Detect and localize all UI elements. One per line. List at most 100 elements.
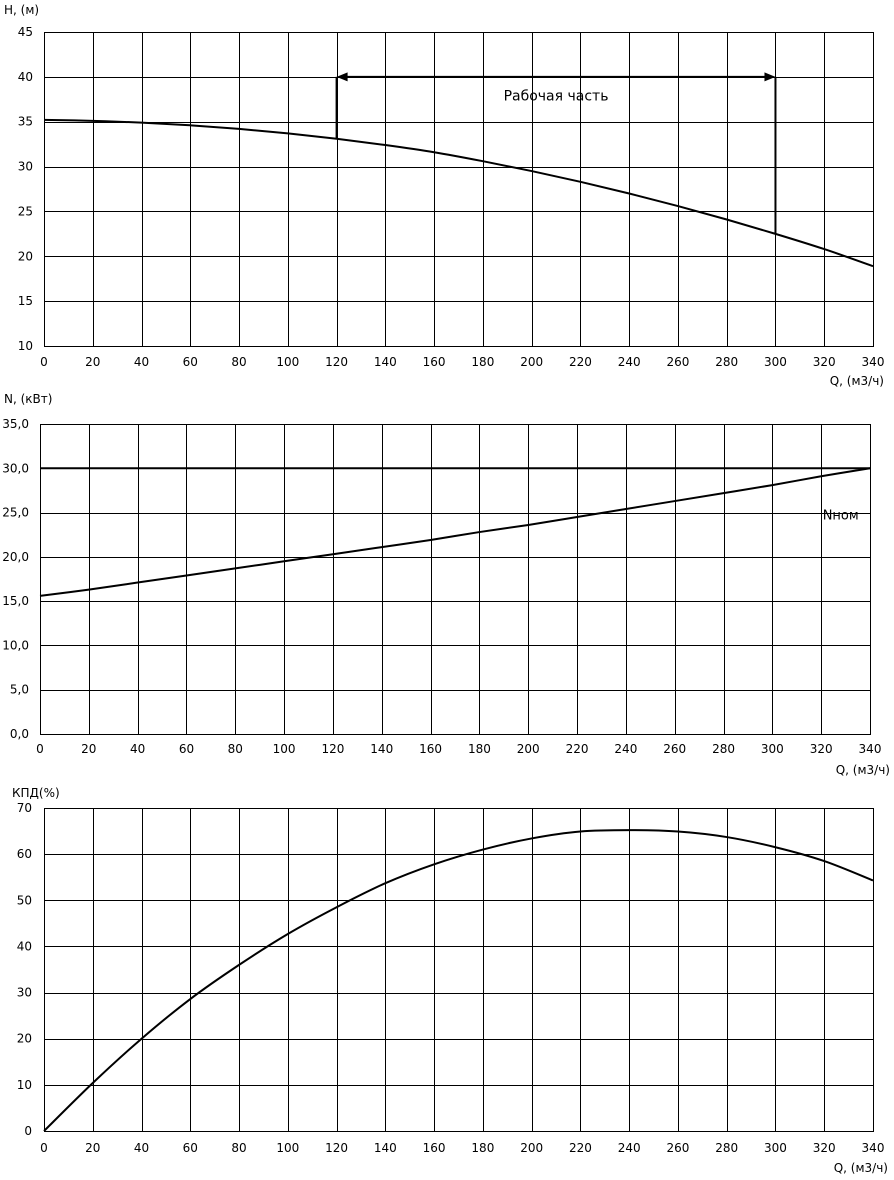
power-y-tick-label: 25,0 bbox=[2, 506, 29, 520]
efficiency-y-tick-label: 30 bbox=[17, 986, 32, 1000]
head-x-tick-label: 100 bbox=[276, 355, 299, 369]
efficiency-x-tick-label: 260 bbox=[666, 1141, 689, 1155]
head-x-axis-label: Q, (м3/ч) bbox=[830, 374, 884, 388]
efficiency-x-tick-label: 0 bbox=[40, 1141, 48, 1155]
head-x-tick-label: 240 bbox=[618, 355, 641, 369]
power-x-tick-label: 20 bbox=[81, 742, 96, 756]
power-x-axis-label: Q, (м3/ч) bbox=[836, 763, 890, 777]
nominal-power-label-background bbox=[816, 505, 865, 526]
efficiency-y-tick-label: 50 bbox=[17, 893, 32, 907]
head-x-tick-label: 0 bbox=[40, 355, 48, 369]
head-x-tick-label: 40 bbox=[134, 355, 149, 369]
efficiency-x-tick-label: 220 bbox=[569, 1141, 592, 1155]
power-x-tick-label: 60 bbox=[179, 742, 194, 756]
head-x-tick-label: 300 bbox=[764, 355, 787, 369]
head-x-tick-label: 180 bbox=[471, 355, 494, 369]
efficiency-x-tick-label: 120 bbox=[325, 1141, 348, 1155]
power-y-tick-label: 35,0 bbox=[2, 417, 29, 431]
head-grid bbox=[44, 32, 874, 347]
efficiency-x-tick-label: 80 bbox=[231, 1141, 246, 1155]
power-x-tick-label: 340 bbox=[859, 742, 882, 756]
head-y-tick-label: 30 bbox=[18, 160, 33, 174]
power-series-line-0 bbox=[39, 467, 871, 597]
efficiency-x-tick-label: 20 bbox=[85, 1141, 100, 1155]
power-x-tick-label: 0 bbox=[36, 742, 44, 756]
head-y-axis-label: H, (м) bbox=[4, 3, 39, 17]
efficiency-x-axis-label: Q, (м3/ч) bbox=[834, 1161, 888, 1175]
head-x-tick-label: 320 bbox=[813, 355, 836, 369]
head-chart: H, (м) Q, (м3/ч) 0 20 40 60 80 100 120 140 160 18… bbox=[4, 3, 884, 388]
power-x-tick-label: 40 bbox=[130, 742, 145, 756]
head-y-tick-label: 20 bbox=[18, 249, 33, 263]
efficiency-x-tick-label: 60 bbox=[183, 1141, 198, 1155]
power-x-tick-label: 260 bbox=[663, 742, 686, 756]
head-x-tick-label: 200 bbox=[520, 355, 543, 369]
efficiency-x-tick-label: 180 bbox=[471, 1141, 494, 1155]
efficiency-x-tick-label: 200 bbox=[520, 1141, 543, 1155]
efficiency-chart: КПД(%) Q, (м3/ч) 0 20 40 60 80 100 120 140 160 18… bbox=[12, 786, 888, 1175]
head-y-tick-label: 40 bbox=[18, 70, 33, 84]
efficiency-x-tick-label: 40 bbox=[134, 1141, 149, 1155]
working-range-label: Рабочая часть bbox=[504, 89, 609, 105]
efficiency-x-tick-label: 140 bbox=[374, 1141, 397, 1155]
power-y-tick-label: 15,0 bbox=[2, 594, 29, 608]
efficiency-x-tick-label: 300 bbox=[764, 1141, 787, 1155]
power-plot-frame bbox=[40, 424, 871, 735]
power-chart: N, (кВт) Q, (м3/ч) 0 20 40 60 80 100 120 140 160… bbox=[2, 392, 890, 777]
power-x-tick-label: 160 bbox=[419, 742, 442, 756]
power-y-tick-label: 30,0 bbox=[2, 461, 29, 475]
power-x-tick-label: 180 bbox=[468, 742, 491, 756]
head-x-tick-label: 220 bbox=[569, 355, 592, 369]
nominal-power-label: Nном bbox=[823, 508, 859, 523]
power-y-axis-label: N, (кВт) bbox=[4, 392, 52, 406]
power-y-tick-label: 0,0 bbox=[10, 727, 29, 741]
working-range-arrow-right-head bbox=[764, 72, 776, 82]
head-y-tick-label: 25 bbox=[18, 204, 33, 218]
head-x-tick-label: 60 bbox=[183, 355, 198, 369]
head-x-tick-label: 340 bbox=[862, 355, 885, 369]
efficiency-y-tick-label: 0 bbox=[24, 1124, 32, 1138]
efficiency-y-tick-label: 40 bbox=[17, 939, 32, 953]
power-x-tick-label: 200 bbox=[517, 742, 540, 756]
efficiency-plot-frame bbox=[44, 808, 874, 1132]
efficiency-y-tick-label: 10 bbox=[17, 1078, 32, 1092]
efficiency-series-line-0 bbox=[43, 829, 874, 1132]
power-x-tick-label: 100 bbox=[273, 742, 296, 756]
head-x-tick-label: 160 bbox=[423, 355, 446, 369]
head-plot-frame bbox=[44, 32, 874, 347]
head-y-tick-label: 10 bbox=[18, 339, 33, 353]
power-x-tick-label: 80 bbox=[228, 742, 243, 756]
power-y-tick-label: 20,0 bbox=[2, 550, 29, 564]
power-x-tick-label: 140 bbox=[370, 742, 393, 756]
efficiency-x-tick-label: 280 bbox=[715, 1141, 738, 1155]
head-x-tick-label: 140 bbox=[374, 355, 397, 369]
working-range-marker bbox=[335, 72, 777, 234]
efficiency-x-tick-label: 340 bbox=[862, 1141, 885, 1155]
head-y-tick-label: 15 bbox=[18, 294, 33, 308]
efficiency-x-tick-label: 320 bbox=[813, 1141, 836, 1155]
efficiency-y-tick-label: 70 bbox=[17, 801, 32, 815]
power-x-tick-label: 240 bbox=[614, 742, 637, 756]
power-x-tick-label: 300 bbox=[761, 742, 784, 756]
head-x-tick-label: 260 bbox=[666, 355, 689, 369]
head-series-line-0 bbox=[43, 118, 874, 268]
power-x-tick-label: 280 bbox=[712, 742, 735, 756]
efficiency-x-tick-label: 100 bbox=[276, 1141, 299, 1155]
efficiency-x-tick-label: 240 bbox=[618, 1141, 641, 1155]
power-x-tick-label: 320 bbox=[810, 742, 833, 756]
power-y-tick-label: 10,0 bbox=[2, 638, 29, 652]
efficiency-y-tick-label: 60 bbox=[17, 847, 32, 861]
efficiency-y-tick-label: 20 bbox=[17, 1032, 32, 1046]
head-y-tick-label: 45 bbox=[18, 25, 33, 39]
head-x-tick-label: 280 bbox=[715, 355, 738, 369]
power-y-tick-label: 5,0 bbox=[10, 683, 29, 697]
working-range-arrow-left-head bbox=[336, 72, 348, 82]
efficiency-x-tick-label: 160 bbox=[423, 1141, 446, 1155]
head-x-tick-label: 20 bbox=[85, 355, 100, 369]
head-y-tick-label: 35 bbox=[18, 115, 33, 129]
head-x-tick-label: 80 bbox=[231, 355, 246, 369]
power-x-tick-label: 220 bbox=[566, 742, 589, 756]
power-x-tick-label: 120 bbox=[321, 742, 344, 756]
head-x-tick-label: 120 bbox=[325, 355, 348, 369]
